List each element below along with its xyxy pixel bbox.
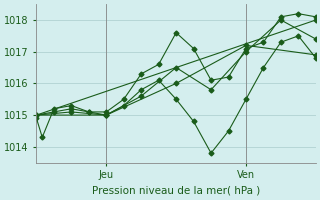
X-axis label: Pression niveau de la mer( hPa ): Pression niveau de la mer( hPa ) [92,186,260,196]
